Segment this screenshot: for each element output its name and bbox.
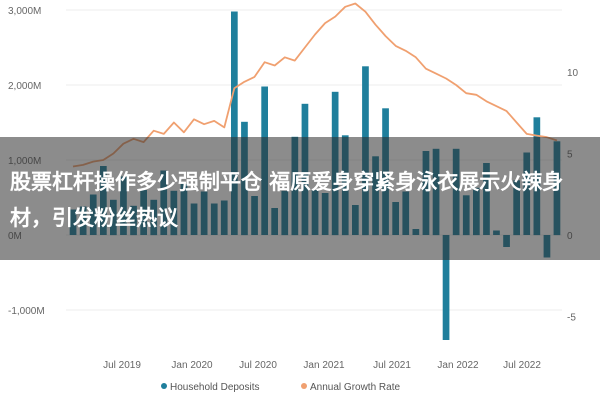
left-tick-label-4: 3,000M	[8, 6, 41, 17]
x-tick-label-2: Jul 2020	[239, 360, 277, 371]
annual-growth-line	[72, 2, 558, 168]
x-tick-label-1: Jan 2020	[171, 360, 213, 371]
x-tick-label-4: Jul 2021	[373, 360, 411, 371]
right-tick-label-3: 10	[567, 68, 579, 79]
bar-37	[442, 235, 450, 340]
x-tick-label-6: Jul 2022	[503, 360, 541, 371]
right-tick-label-0: -5	[567, 313, 576, 324]
headline-text: 股票杠杆操作多少强制平仓 福原爱身穿紧身泳衣展示火辣身材，引发粉丝热议	[10, 170, 564, 230]
legend-marker-growth	[301, 383, 307, 389]
left-tick-label-0: -1,000M	[8, 306, 45, 317]
x-tick-label-0: Jul 2019	[103, 360, 141, 371]
legend: Household Deposits Annual Growth Rate	[161, 382, 400, 393]
bar-16	[231, 11, 238, 235]
x-tick-label-5: Jan 2022	[437, 360, 479, 371]
x-tick-label-3: Jan 2021	[303, 360, 345, 371]
legend-marker-deposits	[161, 383, 167, 389]
growth-rate-line	[72, 2, 558, 168]
headline-banner: 股票杠杆操作多少强制平仓 福原爱身穿紧身泳衣展示火辣身材，引发粉丝热议	[0, 137, 600, 260]
left-tick-label-3: 2,000M	[8, 81, 41, 92]
legend-label-growth: Annual Growth Rate	[310, 382, 400, 393]
x-axis: Jul 2019 Jan 2020 Jul 2020 Jan 2021 Jul 2021…	[103, 360, 541, 371]
legend-label-deposits: Household Deposits	[170, 382, 260, 393]
